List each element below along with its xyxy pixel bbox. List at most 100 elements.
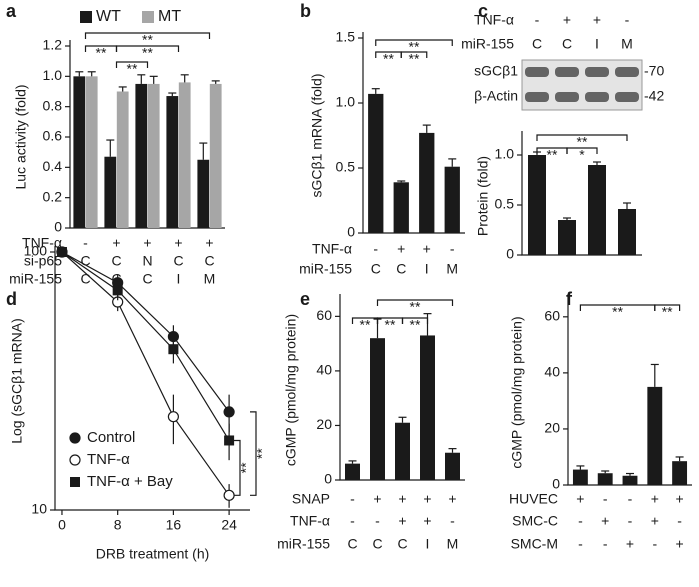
row-label: +: [398, 513, 406, 529]
row-name: SNAP: [292, 491, 330, 507]
bar: [135, 83, 148, 229]
row-name: HUVEC: [509, 491, 558, 507]
row-label: +: [576, 491, 584, 507]
row-name: miR-155: [9, 271, 62, 287]
point: [167, 411, 179, 423]
point: [56, 247, 67, 257]
y-tick-label: 20: [316, 416, 332, 432]
row-label: +: [563, 12, 571, 28]
row-label: -: [350, 513, 355, 529]
legend-label: TNF-α + Bay: [87, 473, 173, 490]
row-label: +: [174, 235, 182, 251]
row-label: M: [621, 36, 633, 52]
row-label: +: [676, 536, 684, 552]
row-label: N: [142, 253, 152, 269]
row-label: -: [375, 513, 380, 529]
row-label: C: [204, 253, 214, 269]
y-tick-label: 0.8: [43, 97, 63, 113]
row-label: M: [446, 261, 458, 277]
blot-size-label: -70: [644, 63, 664, 79]
y-tick-label: 1.0: [43, 67, 63, 83]
row-name: si-p65: [24, 253, 62, 269]
panel-letter: d: [6, 289, 17, 309]
significance-bracket: [115, 45, 180, 52]
significance-label: **: [662, 304, 673, 320]
y-tick-label: 0: [54, 219, 62, 235]
row-label: C: [347, 536, 357, 552]
bar: [368, 93, 384, 234]
series-line: [61, 251, 230, 413]
point: [112, 285, 123, 296]
significance-label: **: [238, 462, 254, 473]
bar: [588, 165, 606, 255]
y-tick-label: 40: [544, 364, 560, 380]
row-label: -: [652, 536, 657, 552]
blot-band: [585, 92, 609, 102]
legend-label: TNF-α: [87, 451, 130, 468]
significance-bracket: [654, 304, 681, 311]
bar: [558, 220, 576, 255]
y-tick-label: 1.5: [336, 29, 356, 45]
significance-label: **: [577, 134, 588, 150]
row-name: TNF-α: [312, 241, 352, 257]
row-label: C: [532, 36, 542, 52]
row-label: -: [578, 513, 583, 529]
y-tick-label: 0.5: [336, 159, 356, 175]
row-label: C: [562, 36, 572, 52]
y-tick-label: 1.2: [43, 37, 63, 53]
row-label: -: [350, 491, 355, 507]
significance-bracket: [401, 317, 429, 324]
bar: [444, 166, 460, 233]
significance-label: **: [410, 299, 421, 315]
bar: [147, 83, 160, 229]
bar: [395, 422, 410, 480]
row-label: +: [651, 513, 659, 529]
panel-letter: a: [6, 1, 17, 21]
row-label: +: [593, 12, 601, 28]
y-tick-label: 0: [506, 246, 514, 262]
series-line: [61, 251, 230, 441]
row-name: miR-155: [461, 36, 514, 52]
row-name: miR-155: [277, 536, 330, 552]
row-label: +: [601, 513, 609, 529]
row-label: I: [595, 36, 599, 52]
row-label: +: [373, 491, 381, 507]
point: [223, 489, 235, 501]
significance-bracket: [234, 439, 241, 496]
significance-label: **: [409, 51, 420, 67]
bar: [528, 155, 546, 255]
row-label: +: [397, 241, 405, 257]
y-tick-label: 0.4: [43, 158, 63, 174]
row-label: +: [112, 235, 120, 251]
bar: [672, 461, 688, 485]
legend-swatch: [80, 11, 92, 23]
blot-band-label: sGCβ1: [474, 63, 518, 79]
row-label: C: [173, 253, 183, 269]
panel-letter: e: [300, 289, 310, 309]
y-tick-label: 60: [316, 307, 332, 323]
y-tick-label: 60: [544, 308, 560, 324]
significance-bracket: [250, 411, 257, 496]
row-label: C: [111, 253, 121, 269]
significance-label: **: [360, 317, 371, 333]
y-axis-label: Luc activity (fold): [13, 84, 29, 189]
x-axis-label: DRB treatment (h): [96, 546, 210, 562]
significance-bracket: [84, 32, 211, 39]
row-label: -: [625, 12, 630, 28]
row-name: SMC-M: [511, 536, 558, 552]
y-axis-label: Protein (fold): [475, 156, 491, 236]
bar: [209, 83, 222, 229]
row-label: C: [396, 261, 406, 277]
y-tick-label: 0: [347, 224, 355, 240]
y-tick-label: 1.0: [495, 146, 515, 162]
panel-letter: c: [478, 1, 488, 21]
bar: [572, 469, 588, 485]
row-label: C: [372, 536, 382, 552]
bar: [85, 76, 98, 228]
legend-marker: [70, 477, 80, 487]
y-tick-label: 0.5: [495, 196, 515, 212]
significance-bracket: [536, 134, 628, 141]
bar: [420, 335, 435, 480]
blot-band: [525, 67, 549, 77]
row-label: -: [628, 513, 633, 529]
